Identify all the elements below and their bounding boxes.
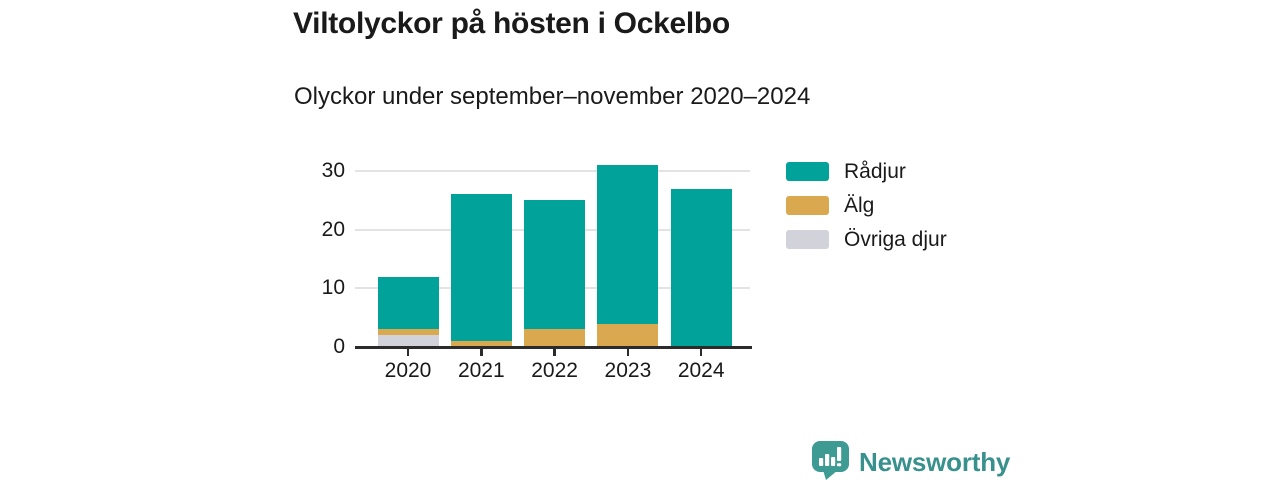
legend-label: Övriga djur [844, 228, 947, 251]
y-axis-tick-label: 30 [321, 159, 345, 182]
y-axis-tick-label: 20 [321, 217, 345, 241]
chart-subtitle: Olyckor under september–november 2020–20… [294, 83, 811, 110]
footer-brand: Newsworthy [811, 440, 1010, 480]
x-axis-tick [699, 349, 703, 356]
bar-segment-rådjur [597, 165, 659, 324]
bar-segment-övriga-djur [377, 335, 439, 347]
legend-swatch [786, 196, 829, 215]
x-axis-tick-label: 2023 [604, 359, 652, 382]
x-axis-tick-label: 2022 [531, 359, 578, 382]
legend-item: Älg [786, 194, 947, 217]
x-axis-tick-label: 2021 [457, 359, 505, 382]
newsworthy-logo-icon [811, 440, 851, 480]
bar-segment-rådjur [524, 200, 586, 330]
bar-segment-rådjur [377, 276, 439, 330]
legend-item: Övriga djur [786, 228, 947, 251]
bar-segment-älg [524, 329, 586, 347]
x-axis-tick [406, 349, 410, 356]
legend-swatch [786, 230, 829, 249]
y-axis-tick-label: 10 [321, 276, 345, 300]
bar-segment-rådjur [450, 194, 512, 342]
bar-segment-älg [450, 341, 512, 347]
bar-segment-rådjur [670, 188, 732, 347]
legend-label: Rådjur [844, 160, 906, 183]
x-axis-tick-label: 2020 [384, 359, 432, 382]
brand-name: Newsworthy [859, 447, 1011, 477]
x-axis-tick [626, 349, 630, 356]
chart-title: Viltolyckor på hösten i Ockelbo [293, 7, 730, 40]
legend-label: Älg [844, 194, 875, 217]
x-axis-tick [553, 349, 556, 356]
chart-legend: Rådjur Älg Övriga djur [786, 160, 947, 251]
x-axis-line [355, 346, 752, 349]
bar-segment-älg [597, 323, 659, 347]
y-axis-tick-label: 0 [333, 335, 345, 358]
bar-segment-älg [377, 329, 439, 336]
grid-line [355, 170, 750, 172]
legend-swatch [786, 162, 829, 181]
legend-item: Rådjur [786, 160, 947, 183]
x-axis-tick-label: 2024 [677, 359, 725, 382]
x-axis-tick [480, 349, 483, 356]
